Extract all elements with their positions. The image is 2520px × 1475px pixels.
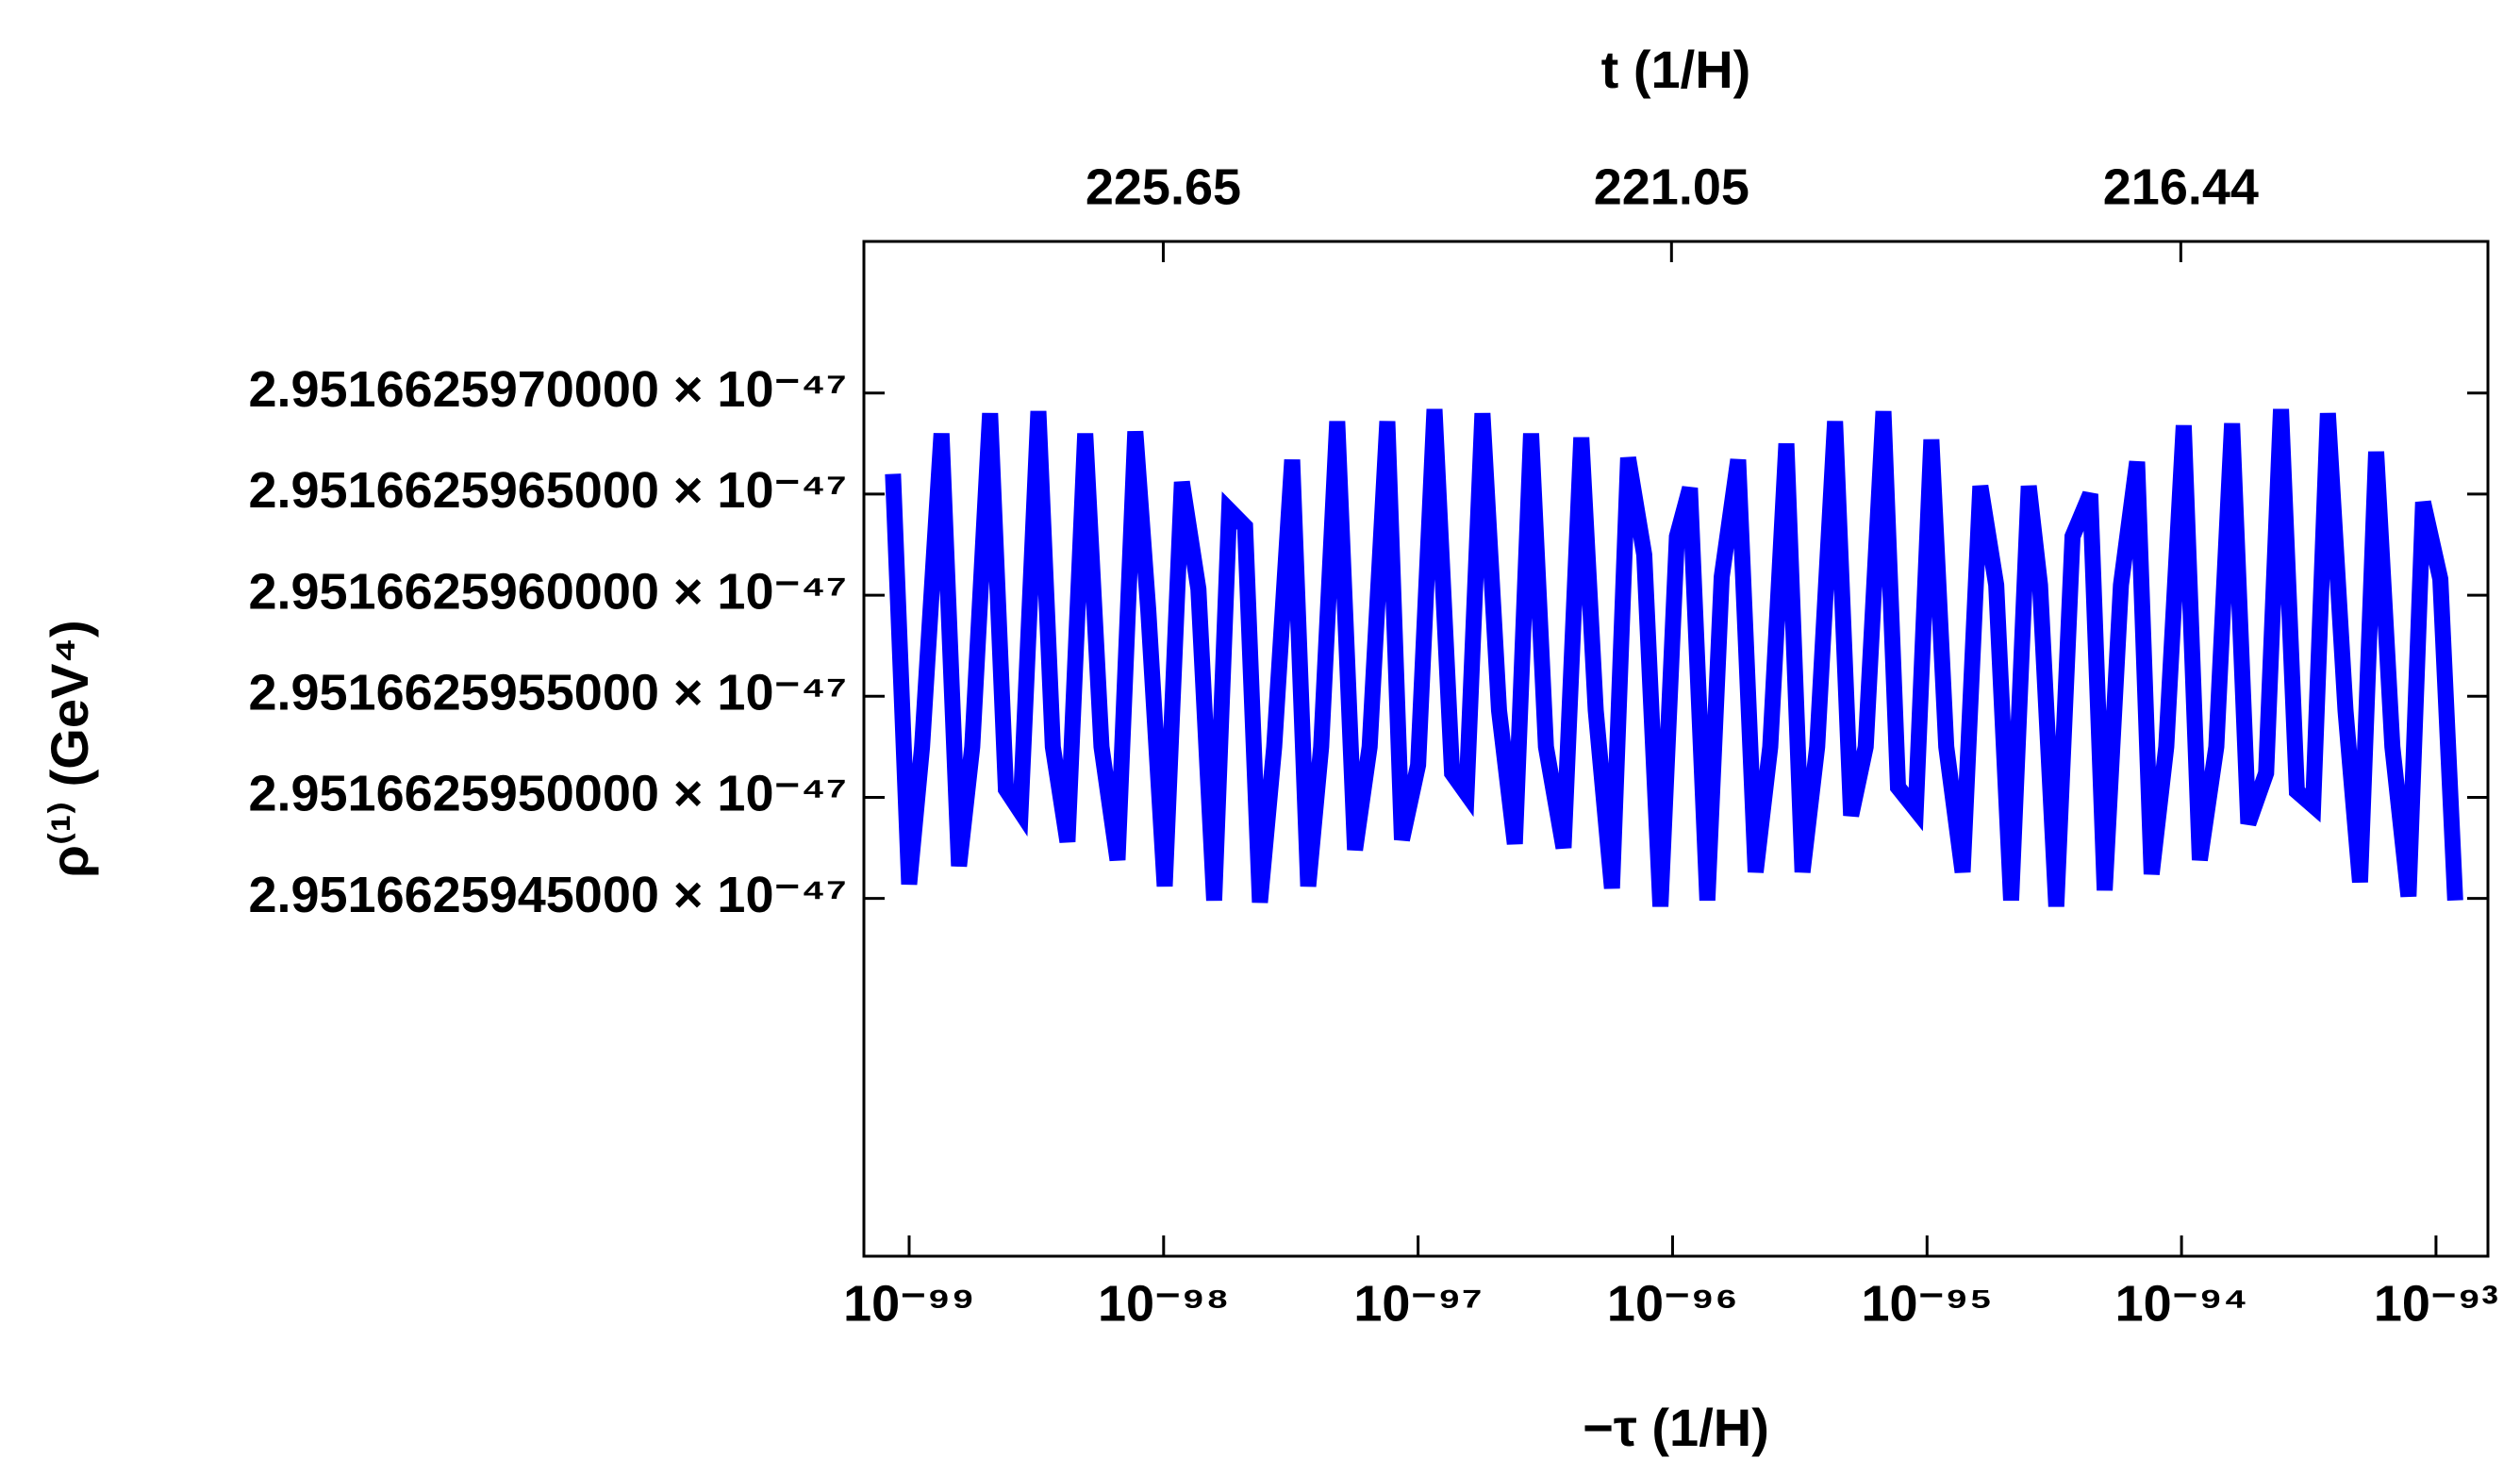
x-tick-label: 10⁻⁹⁷ [1353,1275,1482,1332]
y-axis-title: ρ⁽¹⁾ (GeV⁴) [40,620,99,877]
x-tick-label: 10⁻⁹⁶ [1607,1275,1738,1332]
y-tick-label: 2.9516625950000 × 10⁻⁴⁷ [248,766,847,822]
y-tick-label: 2.9516625945000 × 10⁻⁴⁷ [248,867,847,923]
x2-tick-label: 225.65 [1086,158,1241,215]
plot-frame [862,240,2490,1258]
x2-axis-title: t (1/H) [1601,40,1751,99]
y-tick-label: 2.9516625970000 × 10⁻⁴⁷ [248,361,847,418]
y-tick-label: 2.9516625965000 × 10⁻⁴⁷ [248,462,847,519]
x-tick-label: 10⁻⁹³ [2374,1275,2498,1332]
x2-tick-label: 221.05 [1594,158,1749,215]
data-line [885,408,2463,907]
x-tick-label: 10⁻⁹⁴ [2115,1275,2248,1332]
x-tick-label: 10⁻⁹⁵ [1861,1275,1993,1332]
x2-tick-label: 216.44 [2103,158,2259,215]
x-axis-title: −τ (1/H) [1583,1398,1769,1457]
x-tick-label: 10⁻⁹⁸ [1098,1275,1230,1332]
y-tick-label: 2.9516625960000 × 10⁻⁴⁷ [248,563,847,620]
y-tick-label: 2.9516625955000 × 10⁻⁴⁷ [248,665,847,721]
x-tick-label: 10⁻⁹⁹ [843,1275,975,1332]
